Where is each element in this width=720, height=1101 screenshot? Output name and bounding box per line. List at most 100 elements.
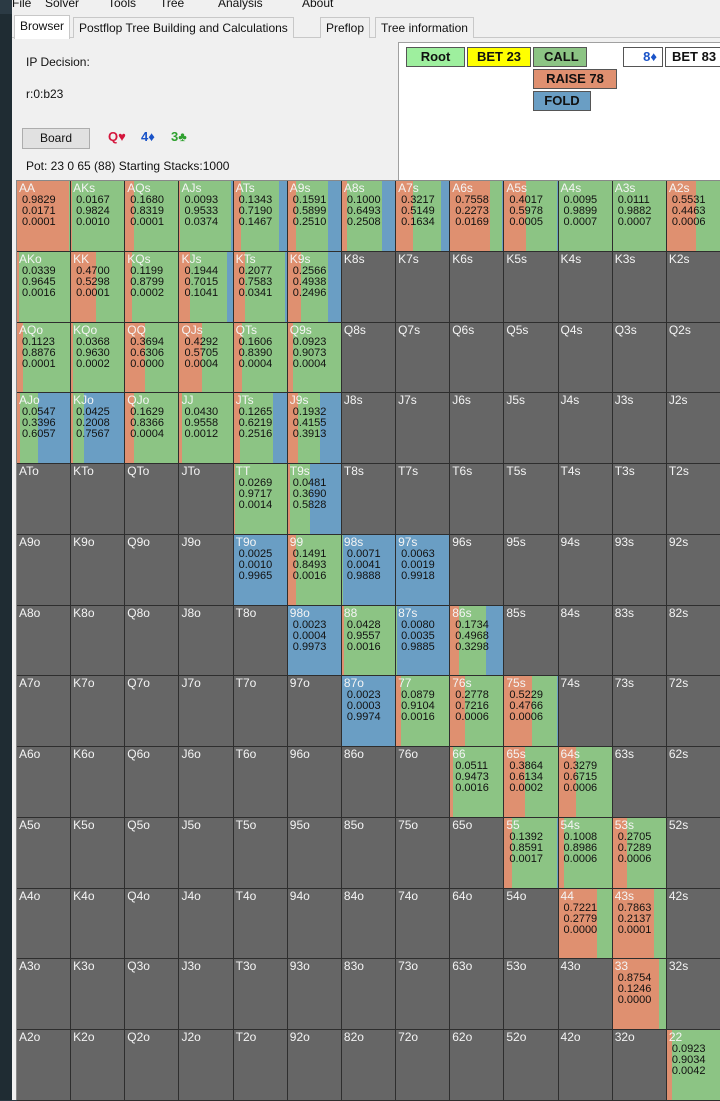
- hand-cell[interactable]: 53o: [504, 959, 558, 1030]
- hand-cell[interactable]: T3o: [234, 959, 288, 1030]
- hand-cell[interactable]: 85o: [342, 818, 396, 889]
- hand-cell[interactable]: 92s: [667, 535, 720, 606]
- hand-cell[interactable]: Q3o: [125, 959, 179, 1030]
- tab-tree-information[interactable]: Tree information: [375, 17, 474, 38]
- hand-cell[interactable]: K8s: [342, 252, 396, 323]
- hand-cell[interactable]: 52o: [504, 1030, 558, 1101]
- hand-cell[interactable]: 95s: [504, 535, 558, 606]
- hand-cell[interactable]: T8o: [234, 606, 288, 677]
- hand-cell[interactable]: J9o: [179, 535, 233, 606]
- hand-cell[interactable]: 74o: [396, 889, 450, 960]
- tree-node-root[interactable]: Root: [406, 47, 465, 67]
- hand-cell[interactable]: 86o: [342, 747, 396, 818]
- hand-cell[interactable]: 62s: [667, 747, 720, 818]
- hand-cell[interactable]: 64o: [450, 889, 504, 960]
- hand-cell[interactable]: A5o: [17, 818, 71, 889]
- hand-cell[interactable]: 52s: [667, 818, 720, 889]
- hand-cell[interactable]: 93s: [613, 535, 667, 606]
- tab-browser[interactable]: Browser: [14, 15, 70, 39]
- hand-cell[interactable]: 83o: [342, 959, 396, 1030]
- hand-cell[interactable]: Q6s: [450, 323, 504, 394]
- hand-cell[interactable]: T7s: [396, 464, 450, 535]
- tree-node-call[interactable]: CALL: [533, 47, 587, 67]
- hand-cell[interactable]: J3s: [613, 393, 667, 464]
- hand-cell[interactable]: J2s: [667, 393, 720, 464]
- hand-cell[interactable]: T6o: [234, 747, 288, 818]
- hand-cell[interactable]: K7s: [396, 252, 450, 323]
- hand-cell[interactable]: J3o: [179, 959, 233, 1030]
- menu-tools[interactable]: Tools: [108, 0, 136, 10]
- hand-cell[interactable]: K3s: [613, 252, 667, 323]
- hand-cell[interactable]: K8o: [71, 606, 125, 677]
- hand-cell[interactable]: T8s: [342, 464, 396, 535]
- hand-cell[interactable]: T2o: [234, 1030, 288, 1101]
- hand-cell[interactable]: T6s: [450, 464, 504, 535]
- hand-cell[interactable]: K5o: [71, 818, 125, 889]
- menu-about[interactable]: About: [302, 0, 333, 10]
- hand-cell[interactable]: K5s: [504, 252, 558, 323]
- menu-analysis[interactable]: Analysis: [218, 0, 263, 10]
- hand-cell[interactable]: T3s: [613, 464, 667, 535]
- hand-cell[interactable]: 65o: [450, 818, 504, 889]
- hand-cell[interactable]: ATo: [17, 464, 71, 535]
- hand-cell[interactable]: 95o: [288, 818, 342, 889]
- menu-file[interactable]: File: [12, 0, 31, 10]
- menu-solver[interactable]: Solver: [45, 0, 79, 10]
- hand-cell[interactable]: 43o: [559, 959, 613, 1030]
- hand-cell[interactable]: T4s: [559, 464, 613, 535]
- hand-cell[interactable]: 84s: [559, 606, 613, 677]
- hand-cell[interactable]: 82o: [342, 1030, 396, 1101]
- board-button[interactable]: Board: [22, 128, 90, 149]
- tree-node-bet-83[interactable]: BET 83: [665, 47, 720, 67]
- hand-cell[interactable]: K2s: [667, 252, 720, 323]
- menu-tree[interactable]: Tree: [160, 0, 184, 10]
- hand-cell[interactable]: A9o: [17, 535, 71, 606]
- hand-cell[interactable]: J6o: [179, 747, 233, 818]
- hand-cell[interactable]: QTo: [125, 464, 179, 535]
- hand-cell[interactable]: 83s: [613, 606, 667, 677]
- hand-cell[interactable]: J2o: [179, 1030, 233, 1101]
- hand-cell[interactable]: 32s: [667, 959, 720, 1030]
- hand-cell[interactable]: 82s: [667, 606, 720, 677]
- hand-cell[interactable]: 42o: [559, 1030, 613, 1101]
- hand-cell[interactable]: Q7s: [396, 323, 450, 394]
- hand-cell[interactable]: J4s: [559, 393, 613, 464]
- hand-cell[interactable]: 42s: [667, 889, 720, 960]
- hand-cell[interactable]: T2s: [667, 464, 720, 535]
- hand-cell[interactable]: K6o: [71, 747, 125, 818]
- hand-cell[interactable]: Q5o: [125, 818, 179, 889]
- hand-cell[interactable]: Q3s: [613, 323, 667, 394]
- hand-cell[interactable]: A8o: [17, 606, 71, 677]
- hand-cell[interactable]: K6s: [450, 252, 504, 323]
- hand-cell[interactable]: T7o: [234, 676, 288, 747]
